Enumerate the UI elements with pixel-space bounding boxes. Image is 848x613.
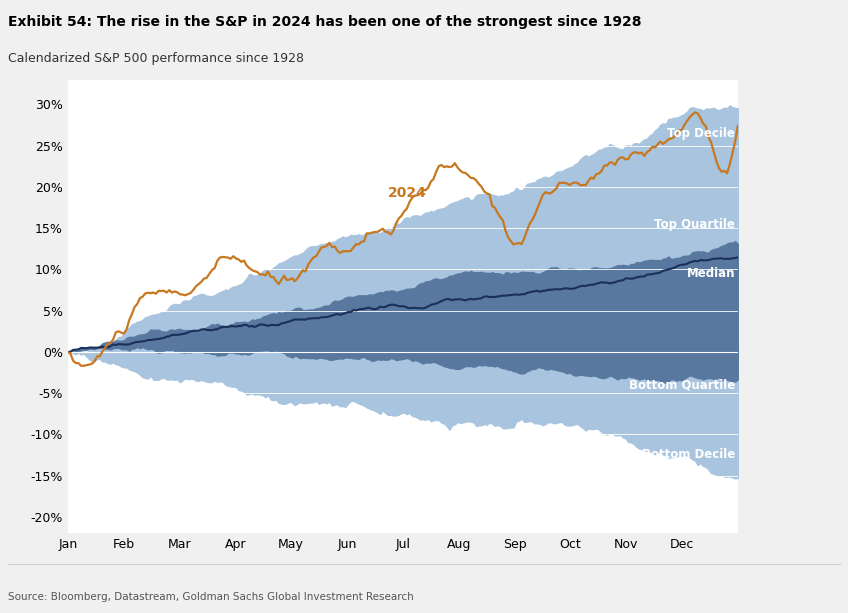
Text: Bottom Quartile: Bottom Quartile	[628, 378, 735, 391]
Text: Source: Bloomberg, Datastream, Goldman Sachs Global Investment Research: Source: Bloomberg, Datastream, Goldman S…	[8, 592, 414, 602]
Text: Top Decile: Top Decile	[667, 127, 735, 140]
Text: Exhibit 54: The rise in the S&P in 2024 has been one of the strongest since 1928: Exhibit 54: The rise in the S&P in 2024 …	[8, 15, 642, 29]
Text: 2024: 2024	[388, 186, 427, 200]
Text: Median: Median	[687, 267, 735, 280]
Text: Calendarized S&P 500 performance since 1928: Calendarized S&P 500 performance since 1…	[8, 52, 304, 65]
Text: Bottom Decile: Bottom Decile	[642, 449, 735, 462]
Text: Top Quartile: Top Quartile	[654, 218, 735, 230]
